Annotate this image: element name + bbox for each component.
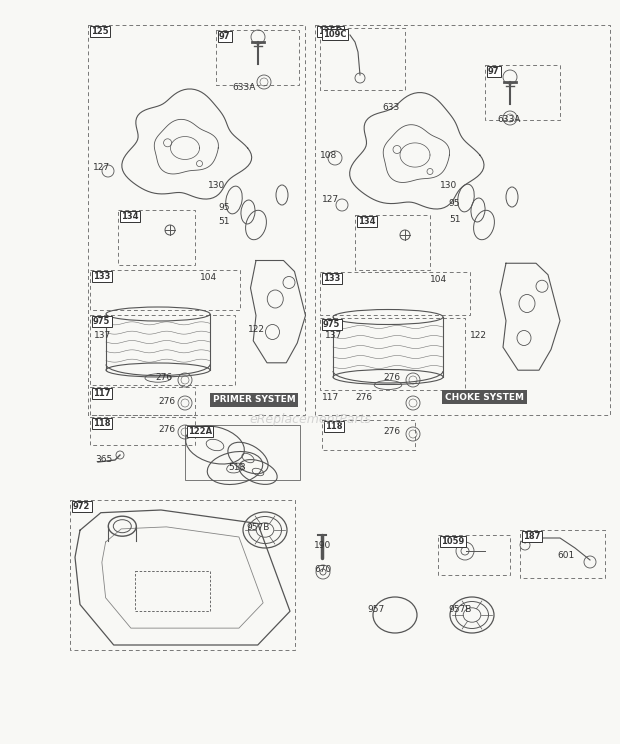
Text: 972: 972 [73,502,91,511]
Text: 127: 127 [93,164,110,173]
Bar [315,25,610,415]
Text: 133: 133 [323,274,340,283]
Text: 276: 276 [383,373,400,382]
Text: 118: 118 [93,419,110,428]
Text: 633A: 633A [497,115,520,124]
Text: 134: 134 [358,217,376,226]
Text: 127: 127 [322,196,339,205]
Text: CHOKE SYSTEM: CHOKE SYSTEM [445,393,524,402]
Bar [88,25,305,415]
Text: 97: 97 [219,32,231,41]
Text: 130: 130 [440,181,458,190]
Bar [520,530,605,578]
Text: 109C: 109C [323,30,347,39]
Bar [438,535,510,575]
Text: 957: 957 [367,606,384,615]
Text: eReplacementParts: eReplacementParts [249,414,371,426]
Text: 117: 117 [322,393,339,402]
Text: 104: 104 [430,275,447,284]
Bar [90,270,240,310]
Bar [90,315,235,385]
Text: 51: 51 [218,217,229,226]
Bar [90,417,195,445]
Bar [320,318,465,390]
Text: 122: 122 [470,330,487,339]
Text: 276: 276 [158,397,175,406]
Text: 117: 117 [93,389,110,398]
Text: 137: 137 [325,330,342,339]
Bar [216,30,299,85]
Text: 125: 125 [91,27,108,36]
Text: 975: 975 [323,320,340,329]
Text: 975: 975 [93,317,110,326]
Bar [355,215,430,270]
Text: 51: 51 [449,216,461,225]
Bar [185,425,300,480]
Bar [135,571,210,612]
Bar [322,420,415,450]
Text: 95: 95 [448,199,459,208]
Text: 122: 122 [248,326,265,335]
Text: 957B: 957B [448,606,471,615]
Bar [90,387,195,415]
Bar [485,65,560,120]
Text: 276: 276 [158,426,175,434]
Text: 957B: 957B [246,522,269,531]
Bar [118,210,195,265]
Text: 95: 95 [218,202,229,211]
Text: 134: 134 [121,212,138,221]
Text: 276: 276 [355,393,372,402]
Text: 190: 190 [314,542,331,551]
Text: 97: 97 [488,67,500,76]
Text: 122A: 122A [188,427,212,436]
Text: 1059: 1059 [441,537,464,546]
Text: 633A: 633A [232,83,255,92]
Text: 276: 276 [155,373,172,382]
Text: 601: 601 [557,551,574,560]
Text: 133: 133 [93,272,110,281]
Text: 118: 118 [325,422,342,431]
Text: 130: 130 [208,182,225,190]
Text: 187: 187 [523,532,541,541]
Text: PRIMER SYSTEM: PRIMER SYSTEM [213,396,296,405]
Text: 108: 108 [320,150,337,159]
Text: 365: 365 [95,455,112,464]
Bar [320,28,405,90]
Text: 51B: 51B [228,464,246,472]
Text: 670: 670 [314,565,331,574]
Text: 137: 137 [94,330,111,339]
Text: 125D: 125D [318,27,343,36]
Bar [320,272,470,315]
Text: 276: 276 [383,428,400,437]
Text: 633: 633 [382,103,399,112]
Text: 104: 104 [200,274,217,283]
Bar [70,500,295,650]
